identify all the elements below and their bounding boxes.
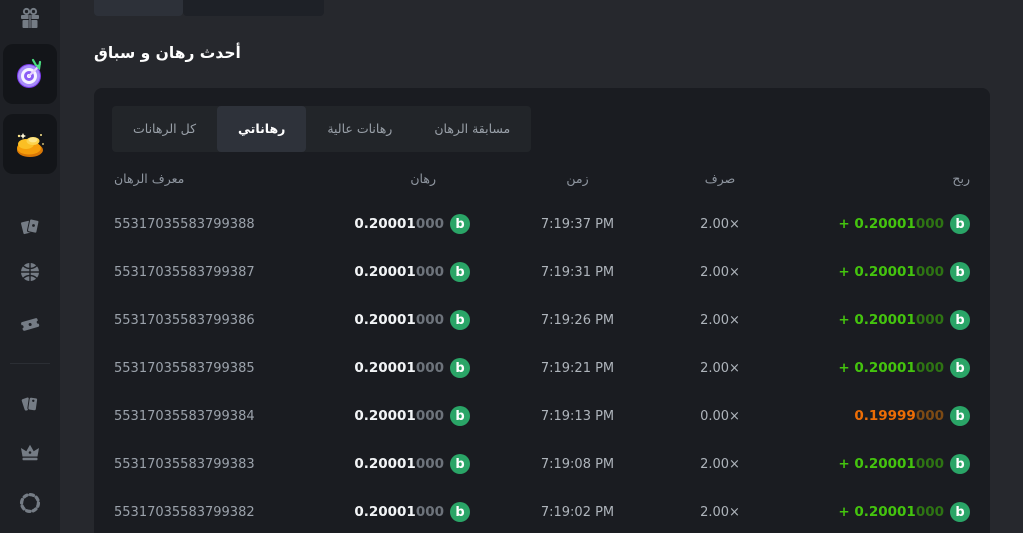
coin-icon: b bbox=[450, 502, 470, 522]
coin-icon: b bbox=[950, 502, 970, 522]
promo-tags-icon[interactable] bbox=[18, 392, 42, 416]
bet-payout: 2.00× bbox=[700, 312, 740, 328]
bet-profit: 0.19999000 b bbox=[755, 406, 970, 426]
casino-cards-icon[interactable] bbox=[18, 215, 42, 239]
coin-icon: b bbox=[450, 406, 470, 426]
section-title: أحدث رهان و سباق bbox=[94, 44, 241, 62]
bet-time: 7:19:02 PM bbox=[540, 504, 615, 520]
bet-amount: 0.20001000 b bbox=[344, 310, 470, 330]
bet-time: 7:19:37 PM bbox=[540, 216, 615, 232]
sidebar-divider bbox=[10, 363, 50, 364]
bet-id: 55317035583799388 bbox=[114, 216, 255, 232]
bet-time: 7:19:31 PM bbox=[540, 264, 615, 280]
bet-payout: 2.00× bbox=[700, 360, 740, 376]
tab-2[interactable]: رهانات عالية bbox=[306, 106, 413, 152]
coin-icon: b bbox=[950, 454, 970, 474]
table-row[interactable]: 55317035583799387 0.20001000 b 7:19:31 P… bbox=[94, 248, 990, 296]
coin-icon: b bbox=[950, 262, 970, 282]
bet-id: 55317035583799387 bbox=[114, 264, 255, 280]
bet-amount: 0.20001000 b bbox=[344, 214, 470, 234]
bet-profit: + 0.20001000 b bbox=[755, 454, 970, 474]
bet-amount: 0.20001000 b bbox=[344, 262, 470, 282]
tab-1[interactable]: رهاناتي bbox=[217, 106, 307, 152]
coin-icon: b bbox=[450, 454, 470, 474]
bet-payout: 0.00× bbox=[700, 408, 740, 424]
bet-id: 55317035583799384 bbox=[114, 408, 255, 424]
column-header-2: زمن bbox=[566, 170, 589, 186]
bets-panel: كل الرهانات رهاناتي رهانات عالية مسابقة الر… bbox=[94, 88, 990, 533]
table-row[interactable]: 55317035583799386 0.20001000 b 7:19:26 P… bbox=[94, 296, 990, 344]
table-row[interactable]: 55317035583799382 0.20001000 b 7:19:02 P… bbox=[94, 488, 990, 533]
bet-payout: 2.00× bbox=[700, 264, 740, 280]
coin-icon: b bbox=[450, 310, 470, 330]
bet-payout: 2.00× bbox=[700, 504, 740, 520]
table-row[interactable]: 55317035583799383 0.20001000 b 7:19:08 P… bbox=[94, 440, 990, 488]
bet-amount: 0.20001000 b bbox=[344, 406, 470, 426]
bet-time: 7:19:21 PM bbox=[540, 360, 615, 376]
table-body: 55317035583799388 0.20001000 b 7:19:37 P… bbox=[94, 200, 990, 533]
bet-profit: + 0.20001000 b bbox=[755, 310, 970, 330]
sidebar-item-darts[interactable] bbox=[3, 44, 57, 104]
bet-payout: 2.00× bbox=[700, 456, 740, 472]
bets-tabs: كل الرهانات رهاناتي رهانات عالية مسابقة الر… bbox=[112, 106, 532, 152]
column-header-0: معرف الرهان bbox=[114, 170, 185, 186]
bet-profit: + 0.20001000 b bbox=[755, 502, 970, 522]
sidebar-item-coins[interactable] bbox=[3, 114, 57, 174]
gift-icon[interactable] bbox=[18, 6, 42, 30]
bet-profit: + 0.20001000 b bbox=[755, 358, 970, 378]
bet-id: 55317035583799385 bbox=[114, 360, 255, 376]
bet-profit: + 0.20001000 b bbox=[755, 262, 970, 282]
bet-time: 7:19:08 PM bbox=[540, 456, 615, 472]
table-row[interactable]: 55317035583799384 0.20001000 b 7:19:13 P… bbox=[94, 392, 990, 440]
tab-0[interactable]: كل الرهانات bbox=[112, 106, 217, 152]
darts-target-icon bbox=[17, 58, 42, 88]
bet-amount: 0.20001000 b bbox=[344, 358, 470, 378]
column-header-3: صرف bbox=[704, 170, 736, 186]
coin-icon: b bbox=[950, 406, 970, 426]
table-row[interactable]: 55317035583799385 0.20001000 b 7:19:21 P… bbox=[94, 344, 990, 392]
column-header-1: رهان bbox=[410, 170, 436, 186]
coin-icon: b bbox=[950, 358, 970, 378]
bet-id: 55317035583799383 bbox=[114, 456, 255, 472]
bet-amount: 0.20001000 b bbox=[344, 502, 470, 522]
bet-payout: 2.00× bbox=[700, 216, 740, 232]
top-cutoff-tab-active[interactable] bbox=[94, 0, 183, 16]
sidebar bbox=[0, 0, 60, 533]
bet-profit: + 0.20001000 b bbox=[755, 214, 970, 234]
coin-icon: b bbox=[450, 262, 470, 282]
bet-time: 7:19:26 PM bbox=[540, 312, 615, 328]
bet-id: 55317035583799382 bbox=[114, 504, 255, 520]
bet-id: 55317035583799386 bbox=[114, 312, 255, 328]
column-header-4: ربح bbox=[952, 170, 970, 186]
table-header: معرف الرهان رهان زمن صرف ربح bbox=[94, 156, 990, 200]
coin-icon: b bbox=[950, 214, 970, 234]
top-cutoff-tab-inactive[interactable] bbox=[183, 0, 324, 16]
coin-icon: b bbox=[450, 358, 470, 378]
coin-icon: b bbox=[950, 310, 970, 330]
coin-icon: b bbox=[450, 214, 470, 234]
table-row[interactable]: 55317035583799388 0.20001000 b 7:19:37 P… bbox=[94, 200, 990, 248]
vip-crown-icon[interactable] bbox=[18, 440, 42, 464]
tab-3[interactable]: مسابقة الرهان bbox=[413, 106, 531, 152]
lottery-ticket-icon[interactable] bbox=[18, 312, 42, 336]
sports-basketball-icon[interactable] bbox=[18, 260, 42, 284]
gold-coins-icon bbox=[17, 133, 44, 157]
bet-time: 7:19:13 PM bbox=[540, 408, 615, 424]
bet-amount: 0.20001000 b bbox=[344, 454, 470, 474]
bonus-ring-icon[interactable] bbox=[18, 491, 42, 515]
